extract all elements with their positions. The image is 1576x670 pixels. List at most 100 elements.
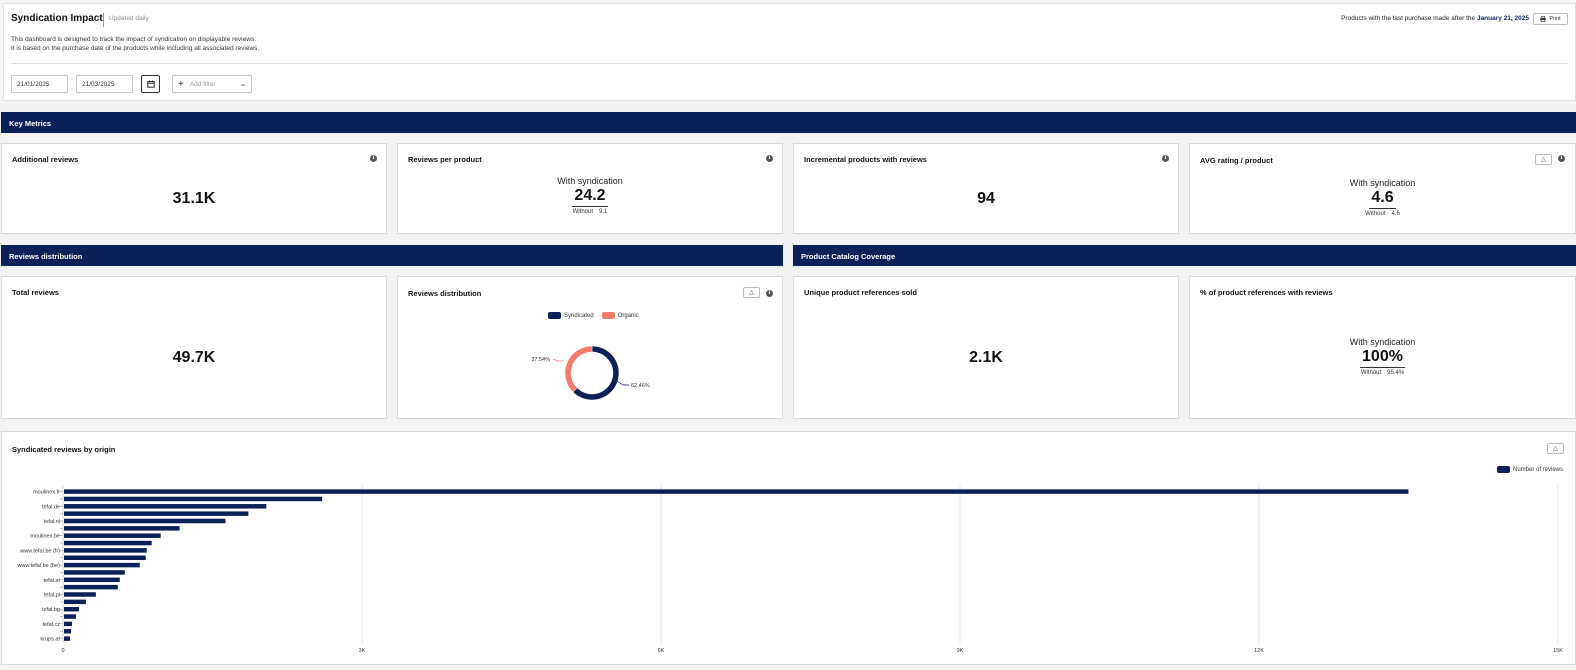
start-date-input[interactable]: 21/01/2025	[11, 75, 68, 93]
add-filter-placeholder: Add filter	[189, 80, 216, 88]
syndicated-leader-line	[616, 380, 629, 386]
info-icon[interactable]: i	[766, 155, 773, 162]
y-tick-label: tefal.pl	[44, 593, 60, 599]
add-filter-dropdown[interactable]: + Add filter ⌄	[172, 75, 252, 93]
section-reviews-distribution: Reviews distribution	[1, 245, 783, 266]
header-divider	[11, 63, 1568, 64]
bar-tefal.pl	[64, 592, 96, 597]
card-title: % of product references with reviews	[1200, 288, 1333, 297]
x-tick-label: 0	[61, 648, 64, 654]
chart-type-button[interactable]: △	[1535, 154, 1552, 165]
card-reviews-distribution: Reviews distribution △ i Syndicated Orga…	[397, 276, 783, 419]
syndication-comparison: With syndication 100% Without 95.4%	[1190, 337, 1575, 376]
metric-value: 100%	[1360, 348, 1405, 368]
bar-tefal.cz	[64, 621, 72, 627]
card-title: Additional reviews	[12, 155, 79, 164]
metric-value: 94	[977, 190, 995, 207]
print-label: Print	[1549, 16, 1561, 22]
card-title: Reviews per product	[408, 155, 482, 164]
bar-origin-19	[64, 629, 71, 634]
y-tick-label: moulinex.be	[30, 534, 60, 540]
organic-pct-label: 37.54%	[531, 357, 550, 363]
section-catalog-coverage: Product Catalog Coverage	[793, 245, 1576, 266]
end-date-input[interactable]: 21/03/2025	[76, 75, 133, 93]
x-tick-label: 12K	[1254, 648, 1264, 654]
metric-value: 31.1K	[172, 190, 216, 207]
card-title: Total reviews	[12, 288, 59, 297]
legend-swatch-reviews	[1497, 466, 1510, 473]
bar-tefal.de	[64, 504, 267, 509]
bar-origin-17	[64, 614, 76, 619]
card-title: Incremental products with reviews	[804, 155, 927, 164]
y-tick-label: krups.at	[40, 637, 60, 643]
card-additional-reviews: Additional reviews i 31.1K	[1, 143, 387, 234]
legend-syndicated[interactable]: Syndicated	[564, 312, 594, 319]
print-button[interactable]: Print	[1533, 13, 1568, 25]
bar-moulinex.fr	[64, 489, 1409, 494]
bar-origin-1	[64, 496, 323, 502]
bar-origin-11	[64, 570, 125, 575]
bar-origin-15	[64, 599, 86, 605]
info-icon[interactable]: i	[1558, 155, 1565, 162]
triangle-icon: △	[1553, 446, 1558, 452]
origin-bar-chart: 0 3K 6K 9K 12K 15K moulinex.fr tefal.de tefal.nl…	[17, 485, 1563, 654]
x-tick-label: 3K	[359, 648, 366, 654]
y-tick-label: tefal.at	[43, 578, 60, 584]
bar-www.tefal.be (be)	[64, 562, 140, 568]
legend-number-of-reviews[interactable]: Number of reviews	[1513, 466, 1564, 473]
without-label: Without	[1365, 211, 1386, 217]
without-value: 4.6	[1391, 211, 1400, 217]
section-key-metrics: Key Metrics	[1, 112, 1576, 133]
legend-organic[interactable]: Organic	[617, 312, 639, 319]
chart-type-button[interactable]: △	[1547, 443, 1564, 454]
card-unique-refs: Unique product references sold 2.1K	[793, 276, 1179, 419]
with-syndication-label: With syndication	[557, 176, 623, 186]
plus-icon: +	[178, 78, 184, 90]
bar-tefal.bg	[64, 606, 79, 612]
bar-origin-9	[64, 555, 146, 560]
triangle-icon: △	[749, 290, 754, 296]
info-icon[interactable]: i	[370, 155, 377, 162]
donut-chart: 37.54% 62.46%	[531, 345, 650, 401]
chart-type-button[interactable]: △	[743, 287, 760, 298]
organic-leader-line	[552, 358, 564, 362]
card-title: AVG rating / product	[1200, 156, 1273, 165]
bar-www.tefal.be (fr)	[64, 548, 147, 553]
syndicated-pct-label: 62.46%	[631, 383, 650, 389]
bar-origin-3	[64, 511, 249, 516]
purchase-date: January 21, 2025	[1476, 15, 1529, 22]
description-line-2: It is based on the purchase date of the …	[11, 44, 260, 52]
bar-origin-7	[64, 540, 152, 546]
bar-legend: Number of reviews	[1497, 466, 1563, 473]
y-tick-label: tefal.de	[42, 504, 60, 510]
dashboard-description: This dashboard is designed to track the …	[11, 36, 259, 53]
x-tick-label: 6K	[658, 648, 665, 654]
with-syndication-label: With syndication	[1349, 337, 1416, 347]
title-divider	[103, 13, 104, 27]
x-tick-label: 15K	[1553, 648, 1563, 654]
card-syndicated-by-origin: 0 3K 6K 9K 12K 15K moulinex.fr tefal.de tefal.nl…	[1, 431, 1576, 665]
metric-value: 24.2	[572, 187, 608, 207]
calendar-button[interactable]	[141, 75, 160, 93]
bar-origin-13	[64, 584, 118, 590]
metric-value: 2.1K	[969, 349, 1003, 366]
info-icon[interactable]: i	[1162, 155, 1169, 162]
without-label: Without	[1360, 370, 1382, 376]
donut-slice-organic	[564, 345, 593, 393]
card-incremental-products: Incremental products with reviews i 94	[793, 143, 1179, 234]
bar-origin-5	[64, 526, 180, 531]
without-syndication: Without 95.4%	[1190, 370, 1575, 376]
legend-swatch-syndicated	[548, 312, 561, 319]
x-tick-label: 9K	[957, 648, 964, 654]
card-title: Syndicated reviews by origin	[12, 445, 116, 454]
y-tick-label: moulinex.fr	[33, 490, 60, 496]
with-syndication-label: With syndication	[1349, 178, 1416, 188]
syndication-comparison: With syndication 4.6 Without 4.6	[1190, 178, 1575, 217]
metric-value: 49.7K	[172, 349, 216, 366]
description-line-1: This dashboard is designed to track the …	[11, 36, 256, 43]
info-icon[interactable]: i	[766, 290, 773, 297]
card-avg-rating: AVG rating / product △ i With syndicatio…	[1189, 143, 1576, 234]
card-title: Unique product references sold	[804, 288, 917, 297]
card-title: Reviews distribution	[408, 289, 482, 298]
without-value: 95.4%	[1387, 370, 1405, 376]
